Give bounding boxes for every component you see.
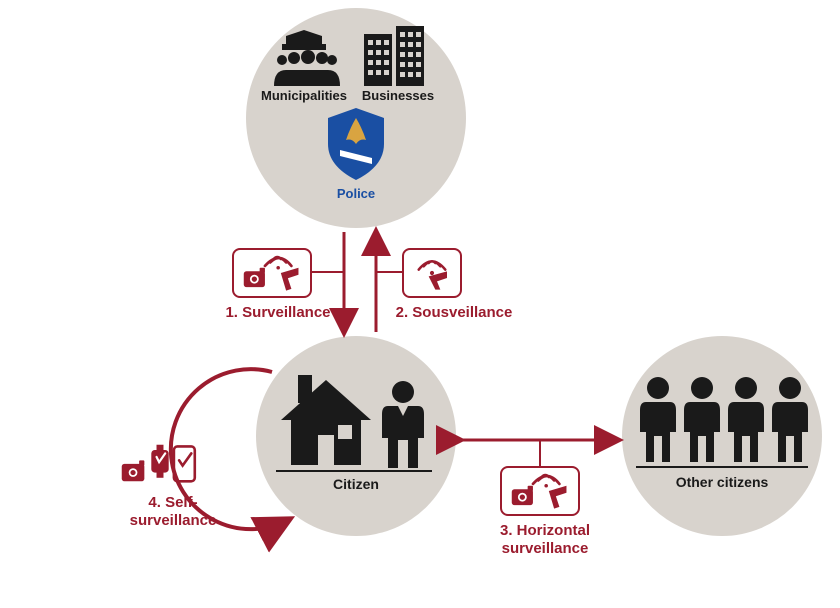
person-icon [380, 380, 426, 470]
businesses-label: Businesses [358, 88, 438, 103]
iconbox-horizontal [500, 466, 580, 516]
horizontal-label-2: surveillance [490, 540, 600, 557]
businesses-icon [364, 26, 424, 86]
police-label: Police [306, 186, 406, 201]
municipalities-label: Municipalities [254, 88, 354, 103]
others-label: Other citizens [662, 474, 782, 490]
horizontal-label-1: 3. Horizontal [490, 522, 600, 539]
iconbox-surveillance [232, 248, 312, 298]
people-group-icon [636, 376, 808, 466]
police-shield-icon [326, 108, 386, 182]
iconbox-sousveillance [402, 248, 462, 298]
node-top: Municipalities Businesses Police [246, 8, 466, 228]
node-citizen: Citizen [256, 336, 456, 536]
self-label-2: surveillance [118, 512, 228, 529]
iconbox-self [112, 438, 208, 488]
self-label-1: 4. Self- [128, 494, 218, 511]
sousveillance-label: 2. Sousveillance [384, 304, 524, 321]
surveillance-label: 1. Surveillance [218, 304, 338, 321]
municipalities-icon [268, 30, 340, 86]
node-others: Other citizens [622, 336, 822, 536]
house-icon [276, 370, 376, 470]
citizen-label: Citizen [306, 476, 406, 492]
